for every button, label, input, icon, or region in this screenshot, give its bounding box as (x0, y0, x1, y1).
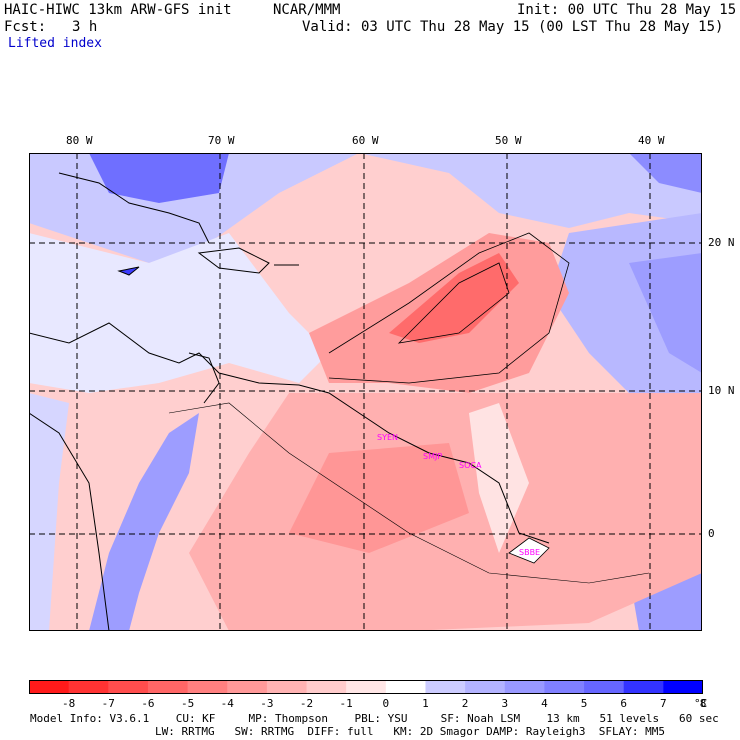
colorbar-tick-label: 6 (620, 697, 628, 710)
colorbar-swatch (187, 680, 228, 694)
init-time: Init: 00 UTC Thu 28 May 15 (517, 2, 737, 18)
forecast-label: Fcst: (4, 19, 47, 35)
coastline-lake-maracaibo (188, 352, 220, 404)
colorbar-swatch (544, 680, 585, 694)
colorbar-swatch (623, 680, 664, 694)
field-very-stable-north (89, 153, 229, 203)
colorbar-tick-label: -2 (299, 697, 314, 710)
coastline-south-america (29, 322, 550, 544)
colorbar-tick-label: 8 (699, 697, 707, 710)
colorbar-tick-label: 0 (382, 697, 390, 710)
model-title: HAIC-HIWC 13km ARW-GFS init (4, 2, 232, 18)
lon-label-50w: 50 W (495, 134, 522, 147)
colorbar-swatch (108, 680, 149, 694)
contour-line-2 (397, 262, 510, 344)
colorbar-swatch (227, 680, 268, 694)
colorbar-unit: °C (694, 697, 708, 710)
coastline-cuba (58, 172, 210, 244)
colorbar-swatch (504, 680, 545, 694)
lifted-index-map: SYEN SMJP SOCA SBBE (29, 153, 702, 631)
colorbar-tick-label: -4 (220, 697, 234, 710)
amazon-delta-outline (508, 537, 550, 564)
lat-lon-grid (29, 153, 702, 631)
colorbar-swatch (266, 680, 308, 694)
field-stable-east-core (629, 253, 702, 373)
jamaica-outline (117, 266, 140, 276)
colorbar-tick-label: 1 (422, 697, 429, 710)
station-label-sbbe: SBBE (519, 548, 540, 557)
colorbar-tick-label: 2 (461, 697, 469, 710)
field-stable-andes (89, 413, 199, 631)
colorbar-swatch (346, 680, 387, 694)
colorbar-frame (29, 680, 703, 694)
station-label-smjp: SMJP (423, 452, 442, 461)
colorbar-tick-label: -7 (101, 697, 115, 710)
lat-label-10n: 10 N (708, 384, 735, 397)
colorbar-tick-label: -1 (339, 697, 353, 710)
colorbar-swatch (425, 680, 466, 694)
colorbar-tick-label: -5 (180, 697, 195, 710)
lon-label-70w: 70 W (208, 134, 235, 147)
colorbar-swatch (663, 680, 703, 694)
field-unstable-amazon (289, 443, 469, 553)
hispaniola-outline (197, 247, 270, 274)
field-stable-pacific (29, 393, 69, 631)
field-neutral-guiana (469, 403, 529, 553)
colorbar-tick-label: -3 (260, 697, 274, 710)
colorbar-tick-label: 7 (660, 697, 667, 710)
lat-label-20n: 20 N (708, 236, 735, 249)
colorbar-tick-label: 5 (580, 697, 588, 710)
colorbar-swatch (147, 680, 189, 694)
field-name: Lifted index (8, 36, 102, 51)
forecast-hour: 3 h (72, 19, 98, 35)
station-label-syen: SYEN (377, 433, 398, 442)
colorbar-swatch (584, 680, 625, 694)
lon-label-40w: 40 W (638, 134, 665, 147)
contour-line-3 (168, 402, 650, 584)
colorbar-swatch (306, 680, 347, 694)
model-info-line-1: Model Info: V3.6.1 CU: KF MP: Thompson P… (30, 712, 719, 725)
contour-line-1 (328, 232, 570, 384)
colorbar-swatch (68, 680, 109, 694)
station-label-soca: SOCA (459, 461, 482, 470)
field-stable-ne (629, 153, 702, 193)
lon-label-60w: 60 W (352, 134, 379, 147)
organization-label: NCAR/MMM (273, 2, 341, 18)
colorbar-tick-label: -8 (62, 697, 76, 710)
lat-label-equator: 0 (708, 527, 715, 540)
valid-time: Valid: 03 UTC Thu 28 May 15 (00 LST Thu … (302, 19, 724, 35)
coastline-pacific (29, 412, 110, 631)
model-info-line-2: LW: RRTMG SW: RRTMG DIFF: full KM: 2D Sm… (155, 725, 665, 738)
colorbar-swatch (29, 680, 70, 694)
field-neutral-caribbean (29, 233, 329, 393)
lon-label-80w: 80 W (66, 134, 93, 147)
map-frame (29, 153, 702, 631)
colorbar-tick-label: -6 (141, 697, 155, 710)
colorbar (29, 680, 703, 694)
colorbar-swatch (465, 680, 506, 694)
colorbar-swatch (385, 680, 426, 694)
colorbar-tick-label: 4 (541, 697, 548, 710)
colorbar-tick-label: 3 (501, 697, 509, 710)
